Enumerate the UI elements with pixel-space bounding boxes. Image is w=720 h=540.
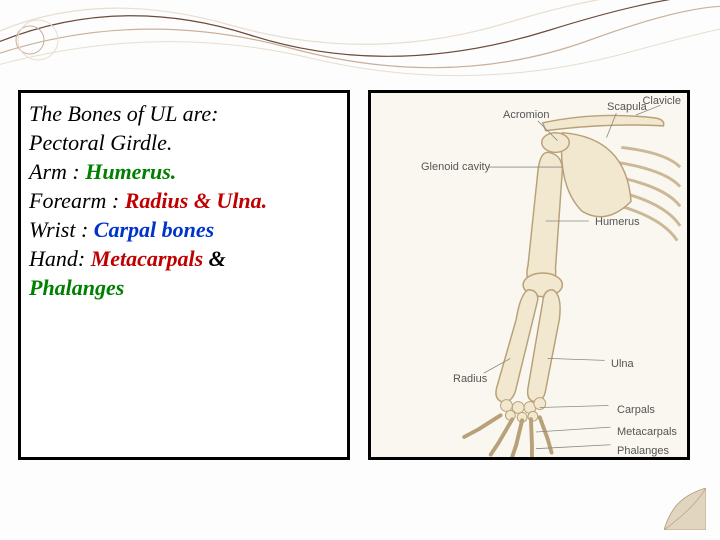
page-curl-icon <box>664 488 706 530</box>
hand-line: Hand: Metacarpals & <box>29 244 339 273</box>
slide-content: The Bones of UL are: Pectoral Girdle. Ar… <box>18 90 690 460</box>
wrist-bone: Carpal bones <box>94 217 214 242</box>
hand-bone2: Phalanges <box>29 275 124 300</box>
humerus-label: Humerus <box>595 216 640 228</box>
forearm-line: Forearm : Radius & Ulna. <box>29 186 339 215</box>
scapula-label: Scapula <box>607 101 647 113</box>
forearm-bone: Radius & Ulna. <box>125 188 267 213</box>
wrist-line: Wrist : Carpal bones <box>29 215 339 244</box>
ulna-label: Ulna <box>611 358 634 370</box>
glenoid-label: Glenoid cavity <box>421 161 490 173</box>
title-line: The Bones of UL are: <box>29 99 339 128</box>
metacarpals-label: Metacarpals <box>617 426 677 438</box>
hand-line2: Phalanges <box>29 273 339 302</box>
acromion-label: Acromion <box>503 109 549 121</box>
wrist-label: Wrist : <box>29 217 94 242</box>
phalanges-label: Phalanges <box>617 445 669 457</box>
carpals-label: Carpals <box>617 404 655 416</box>
forearm-label: Forearm : <box>29 188 125 213</box>
hand-bones <box>464 415 551 456</box>
radius-label: Radius <box>453 373 487 385</box>
arm-label: Arm : <box>29 159 85 184</box>
bones-text-box: The Bones of UL are: Pectoral Girdle. Ar… <box>18 90 350 460</box>
acromion-bone <box>542 133 569 153</box>
top-swirl-decoration <box>0 0 720 100</box>
bones-svg <box>371 93 687 457</box>
hand-amp: & <box>203 246 226 271</box>
arm-line: Arm : Humerus. <box>29 157 339 186</box>
arm-bone: Humerus. <box>85 159 176 184</box>
hand-label: Hand: <box>29 246 91 271</box>
hand-bone1: Metacarpals <box>91 246 203 271</box>
clavicle-label: Clavicle <box>642 95 681 107</box>
anatomy-diagram: Clavicle Scapula Acromion Glenoid cavity… <box>368 90 690 460</box>
scapula-bone <box>562 133 632 217</box>
clavicle-bone <box>543 115 664 130</box>
pectoral-line: Pectoral Girdle. <box>29 128 339 157</box>
